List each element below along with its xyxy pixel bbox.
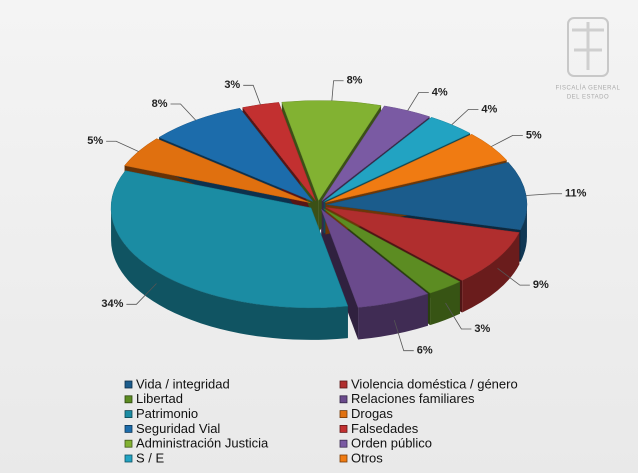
crest-detail — [572, 22, 604, 70]
legend-marker — [124, 410, 133, 419]
legend-label: Drogas — [351, 406, 393, 421]
slice-tops — [110, 100, 528, 309]
logo-text: DEL ESTADO — [567, 95, 609, 101]
legend-label: Violencia doméstica / género — [351, 376, 518, 391]
slice — [320, 208, 429, 308]
legend-marker — [124, 395, 133, 404]
legend-marker — [124, 424, 133, 433]
slice — [110, 170, 349, 309]
data-label: 8% — [347, 75, 363, 87]
data-label: 3% — [224, 79, 240, 91]
data-label: 8% — [152, 98, 168, 110]
legend-marker — [339, 454, 348, 463]
leader-line — [393, 320, 414, 352]
data-label: 5% — [87, 135, 103, 147]
data-label: 11% — [565, 188, 587, 200]
legend-label: Falsedades — [351, 421, 419, 436]
data-label: 34% — [101, 298, 123, 310]
legend-marker — [124, 380, 133, 389]
leader-line — [451, 108, 479, 126]
slice — [242, 102, 316, 201]
legend-label: Administración Justicia — [136, 436, 269, 451]
legend-marker — [339, 424, 348, 433]
slice — [281, 100, 382, 202]
legend-marker — [124, 439, 133, 448]
leader-line — [106, 140, 139, 152]
leader-line — [331, 80, 344, 101]
leader-line — [407, 92, 429, 111]
legend-label: Vida / integridad — [136, 376, 230, 391]
slice-wall — [358, 293, 428, 340]
leader-line — [491, 134, 523, 147]
legend-label: Otros — [351, 450, 383, 465]
slice — [321, 105, 431, 202]
crest — [567, 17, 609, 77]
data-label: 6% — [417, 345, 433, 357]
data-label: 3% — [474, 323, 490, 335]
data-label: 4% — [432, 86, 448, 98]
logo: FISCALÍA GENERAL DEL ESTADO — [556, 17, 621, 101]
legend-marker — [339, 395, 348, 404]
legend-marker — [124, 454, 133, 463]
logo-text: FISCALÍA GENERAL — [556, 85, 621, 92]
slice — [124, 138, 311, 203]
data-label: 4% — [481, 103, 497, 115]
leader-line — [497, 268, 530, 286]
slice — [158, 107, 314, 202]
legend-label: Libertad — [136, 391, 183, 406]
slice — [323, 117, 471, 202]
slice-wall — [520, 204, 527, 262]
data-label: 5% — [526, 129, 542, 141]
leader-line — [126, 283, 157, 305]
slice-side — [321, 209, 359, 340]
slice-walls — [111, 204, 527, 340]
legend-label: S / E — [136, 450, 165, 465]
legend-marker — [339, 410, 348, 419]
slice-wall — [111, 207, 348, 340]
legend-marker — [339, 380, 348, 389]
data-label: 9% — [533, 279, 549, 291]
leader-line — [170, 103, 197, 121]
leader-line — [445, 302, 472, 330]
slice — [325, 134, 508, 203]
slice — [325, 207, 520, 281]
leader-line — [243, 84, 261, 105]
legend-label: Relaciones familiares — [351, 391, 475, 406]
legend-label: Patrimonio — [136, 406, 198, 421]
leader-line — [526, 193, 563, 196]
legend-label: Seguridad Vial — [136, 421, 220, 436]
legend-marker — [339, 439, 348, 448]
slice-wall — [462, 232, 520, 313]
legend-label: Orden público — [351, 436, 432, 451]
slice — [323, 208, 461, 294]
